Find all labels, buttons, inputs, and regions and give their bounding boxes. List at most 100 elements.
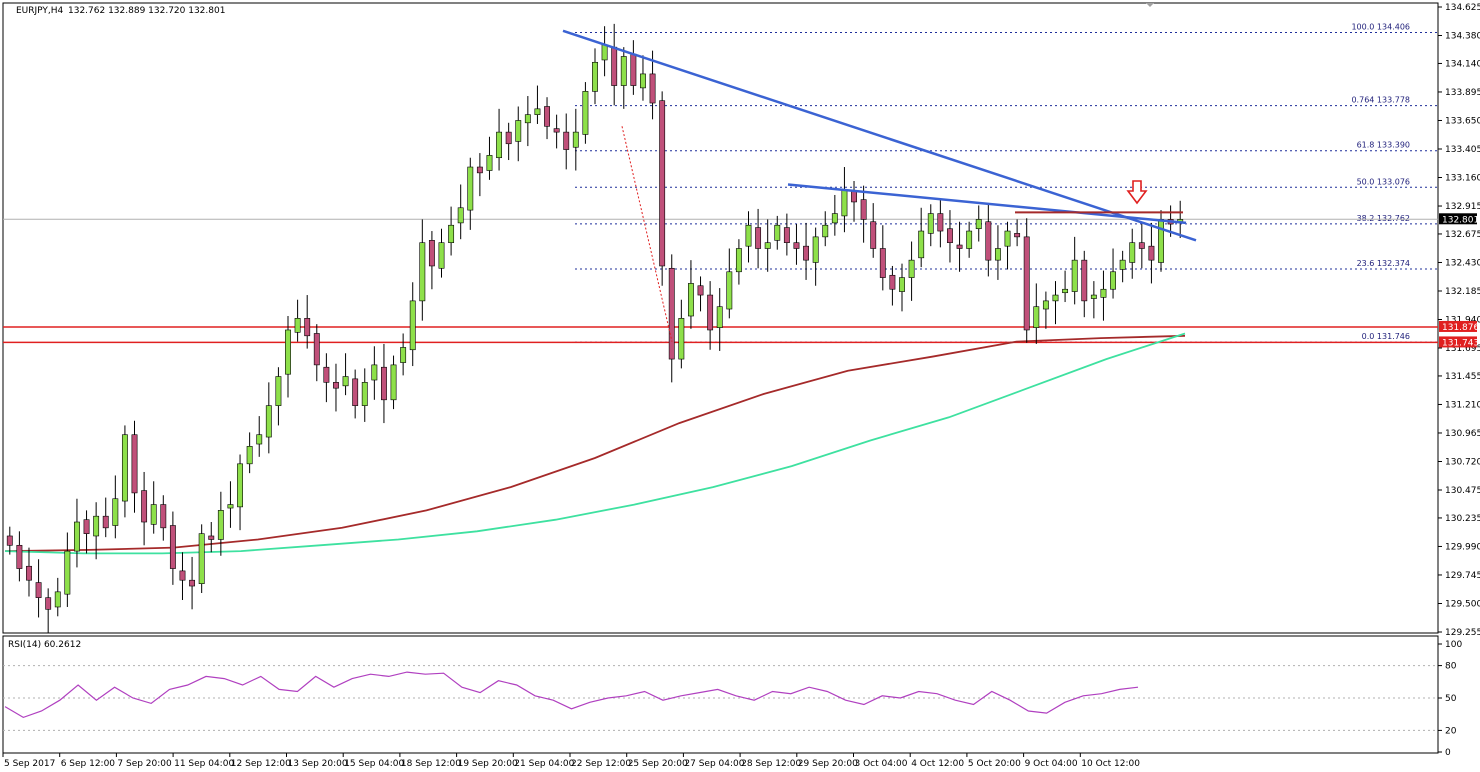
price-tick-label: 134.625 <box>1445 3 1480 13</box>
candle <box>486 136 493 180</box>
fib-trend-line <box>621 126 673 342</box>
time-tick-label: 18 Sep 12:00 <box>401 759 461 769</box>
candle <box>1100 270 1107 321</box>
candle <box>112 475 119 539</box>
candle <box>755 208 762 269</box>
candle-body <box>1071 259 1078 292</box>
candle <box>1071 236 1078 305</box>
candle-body <box>361 382 368 406</box>
fib-level-label: 23.6 132.374 <box>1357 259 1410 268</box>
candle-body <box>1023 236 1030 331</box>
time-tick-label: 19 Sep 20:00 <box>458 759 518 769</box>
candle <box>246 432 253 474</box>
candle <box>678 299 685 369</box>
candle <box>93 502 100 560</box>
candle <box>342 353 349 396</box>
candle <box>409 282 416 367</box>
candle-body <box>83 519 90 534</box>
candle-body <box>563 131 570 150</box>
candle-body <box>352 378 359 406</box>
candle-body <box>1081 259 1088 302</box>
candle <box>783 213 790 256</box>
candle-body <box>54 591 61 608</box>
candle-body <box>457 207 464 224</box>
candle-body <box>755 227 762 249</box>
candle-body <box>889 274 896 290</box>
candle-body <box>870 221 877 249</box>
candle <box>352 369 359 419</box>
time-tick-label: 4 Oct 12:00 <box>911 759 964 769</box>
candle <box>764 219 771 272</box>
rsi-line <box>4 671 1139 719</box>
fib-level-label: 61.8 133.390 <box>1357 141 1410 150</box>
candle <box>793 224 800 265</box>
candle <box>870 203 877 258</box>
candle <box>687 260 694 329</box>
candle <box>611 23 618 106</box>
candle-body <box>217 510 224 540</box>
time-tick-label: 5 Oct 20:00 <box>968 759 1021 769</box>
candle-body <box>726 271 733 310</box>
candle <box>697 276 704 312</box>
candle <box>534 85 541 124</box>
candle <box>6 526 13 555</box>
trendline-minor <box>787 183 1187 225</box>
price-tick-label: 132.185 <box>1445 287 1480 297</box>
candle-body <box>275 376 282 406</box>
candle-body <box>467 166 474 211</box>
candle-body <box>966 230 973 249</box>
candle <box>217 491 224 556</box>
candle-body <box>927 213 934 234</box>
price-tick-label: 132.675 <box>1445 230 1480 240</box>
time-tick-label: 21 Sep 04:00 <box>514 759 574 769</box>
trendlines <box>562 29 1197 342</box>
candle-body <box>150 504 157 525</box>
rsi-tick-label: 20 <box>1445 726 1457 736</box>
price-tick-label: 131.695 <box>1445 344 1480 354</box>
candle <box>745 211 752 263</box>
candle <box>927 204 934 247</box>
price-tick-label: 129.745 <box>1445 571 1480 581</box>
candle-body <box>716 306 723 328</box>
candle-body <box>141 490 148 523</box>
candle-body <box>409 300 416 351</box>
candle-body <box>544 106 550 127</box>
rsi-tick-label: 0 <box>1445 748 1451 758</box>
candle-body <box>534 108 541 115</box>
candle <box>1033 283 1040 344</box>
candle-body <box>93 515 100 537</box>
candle <box>860 185 867 243</box>
candle-body <box>1119 259 1126 270</box>
candle-body <box>486 155 493 171</box>
candle <box>448 206 455 256</box>
candle <box>707 281 714 350</box>
candle <box>160 495 167 541</box>
candle <box>822 211 829 247</box>
candle <box>179 552 186 600</box>
rsi-panel: 100 80 50 20 0 <box>3 640 1462 758</box>
candle-body <box>649 73 656 104</box>
candle-body <box>304 318 311 337</box>
symbol-header: EURJPY,H4 <box>16 6 64 16</box>
candle-body <box>985 221 992 261</box>
candle-body <box>572 131 579 148</box>
candle-body <box>515 120 522 142</box>
candle-body <box>793 242 800 249</box>
price-tick-label: 132.430 <box>1445 258 1480 268</box>
candle-body <box>265 405 272 438</box>
candle <box>659 91 666 286</box>
candle <box>582 82 589 144</box>
candle-body <box>908 259 915 278</box>
fib-level-label: 0.0 131.746 <box>1362 332 1410 341</box>
candle-body <box>476 166 483 174</box>
rsi-header: RSI(14) 60.2612 <box>8 640 81 650</box>
candle-body <box>1148 245 1155 261</box>
candle <box>774 215 781 250</box>
candle <box>1119 250 1126 283</box>
candle-body <box>1090 294 1097 299</box>
candle-body <box>179 570 186 581</box>
candle-body <box>227 504 234 509</box>
support-price-tag: 131.743 <box>1442 338 1479 348</box>
candle <box>899 263 905 312</box>
